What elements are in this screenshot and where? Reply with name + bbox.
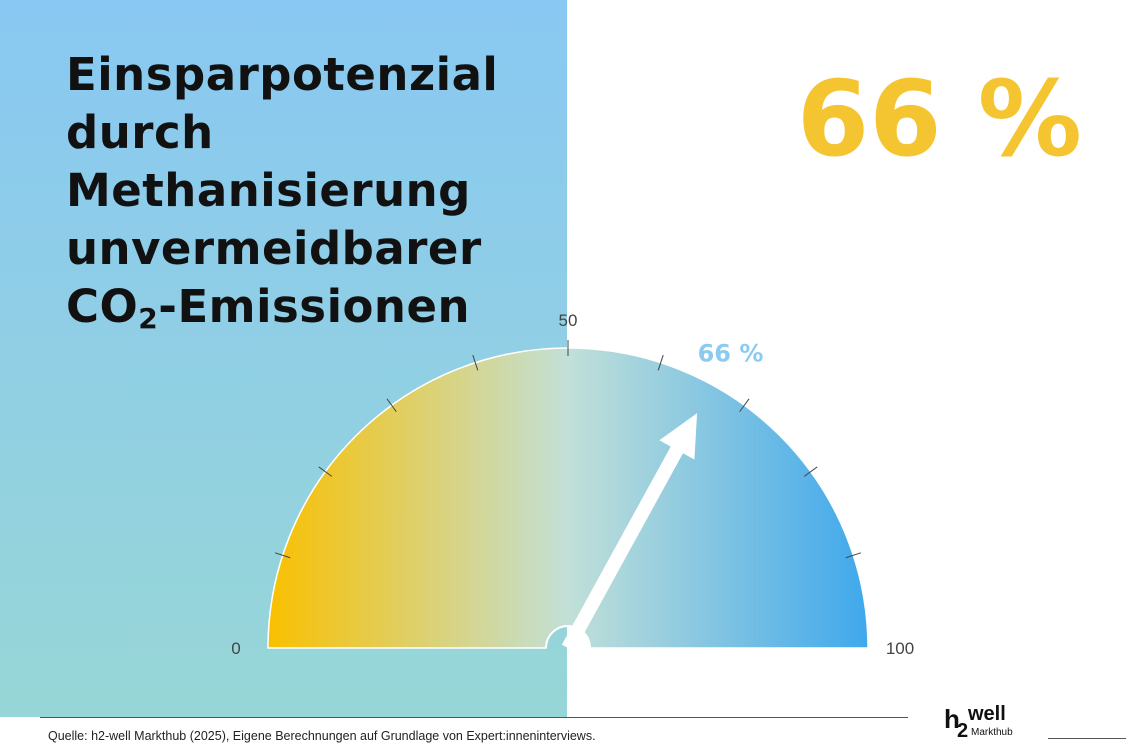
- gauge-tick-label: 0: [231, 639, 240, 658]
- source-note: Quelle: h2-well Markthub (2025), Eigene …: [48, 729, 596, 743]
- gauge-tick-label: 100: [886, 639, 914, 658]
- page-title: Einsparpotenzial durch Methanisierung unver…: [66, 48, 499, 335]
- gauge-tick: [274, 552, 291, 559]
- gauge-value-label: 66 %: [698, 339, 764, 367]
- gauge-tick-label: 50: [559, 311, 578, 330]
- gauge-tick: [318, 466, 333, 477]
- gauge-tick: [845, 552, 862, 559]
- gauge-arc: [267, 347, 869, 649]
- gauge-needle: [561, 413, 698, 652]
- gauge-tick: [657, 354, 664, 371]
- gauge-tick: [739, 398, 750, 413]
- footer-divider-right: [1048, 738, 1126, 739]
- gauge-tick: [803, 466, 818, 477]
- gauge-tick: [386, 398, 397, 413]
- gauge-hub: [545, 625, 591, 649]
- footer-divider: [40, 717, 908, 718]
- headline-value: 66 %: [796, 58, 1082, 180]
- gauge-tick: [472, 354, 479, 371]
